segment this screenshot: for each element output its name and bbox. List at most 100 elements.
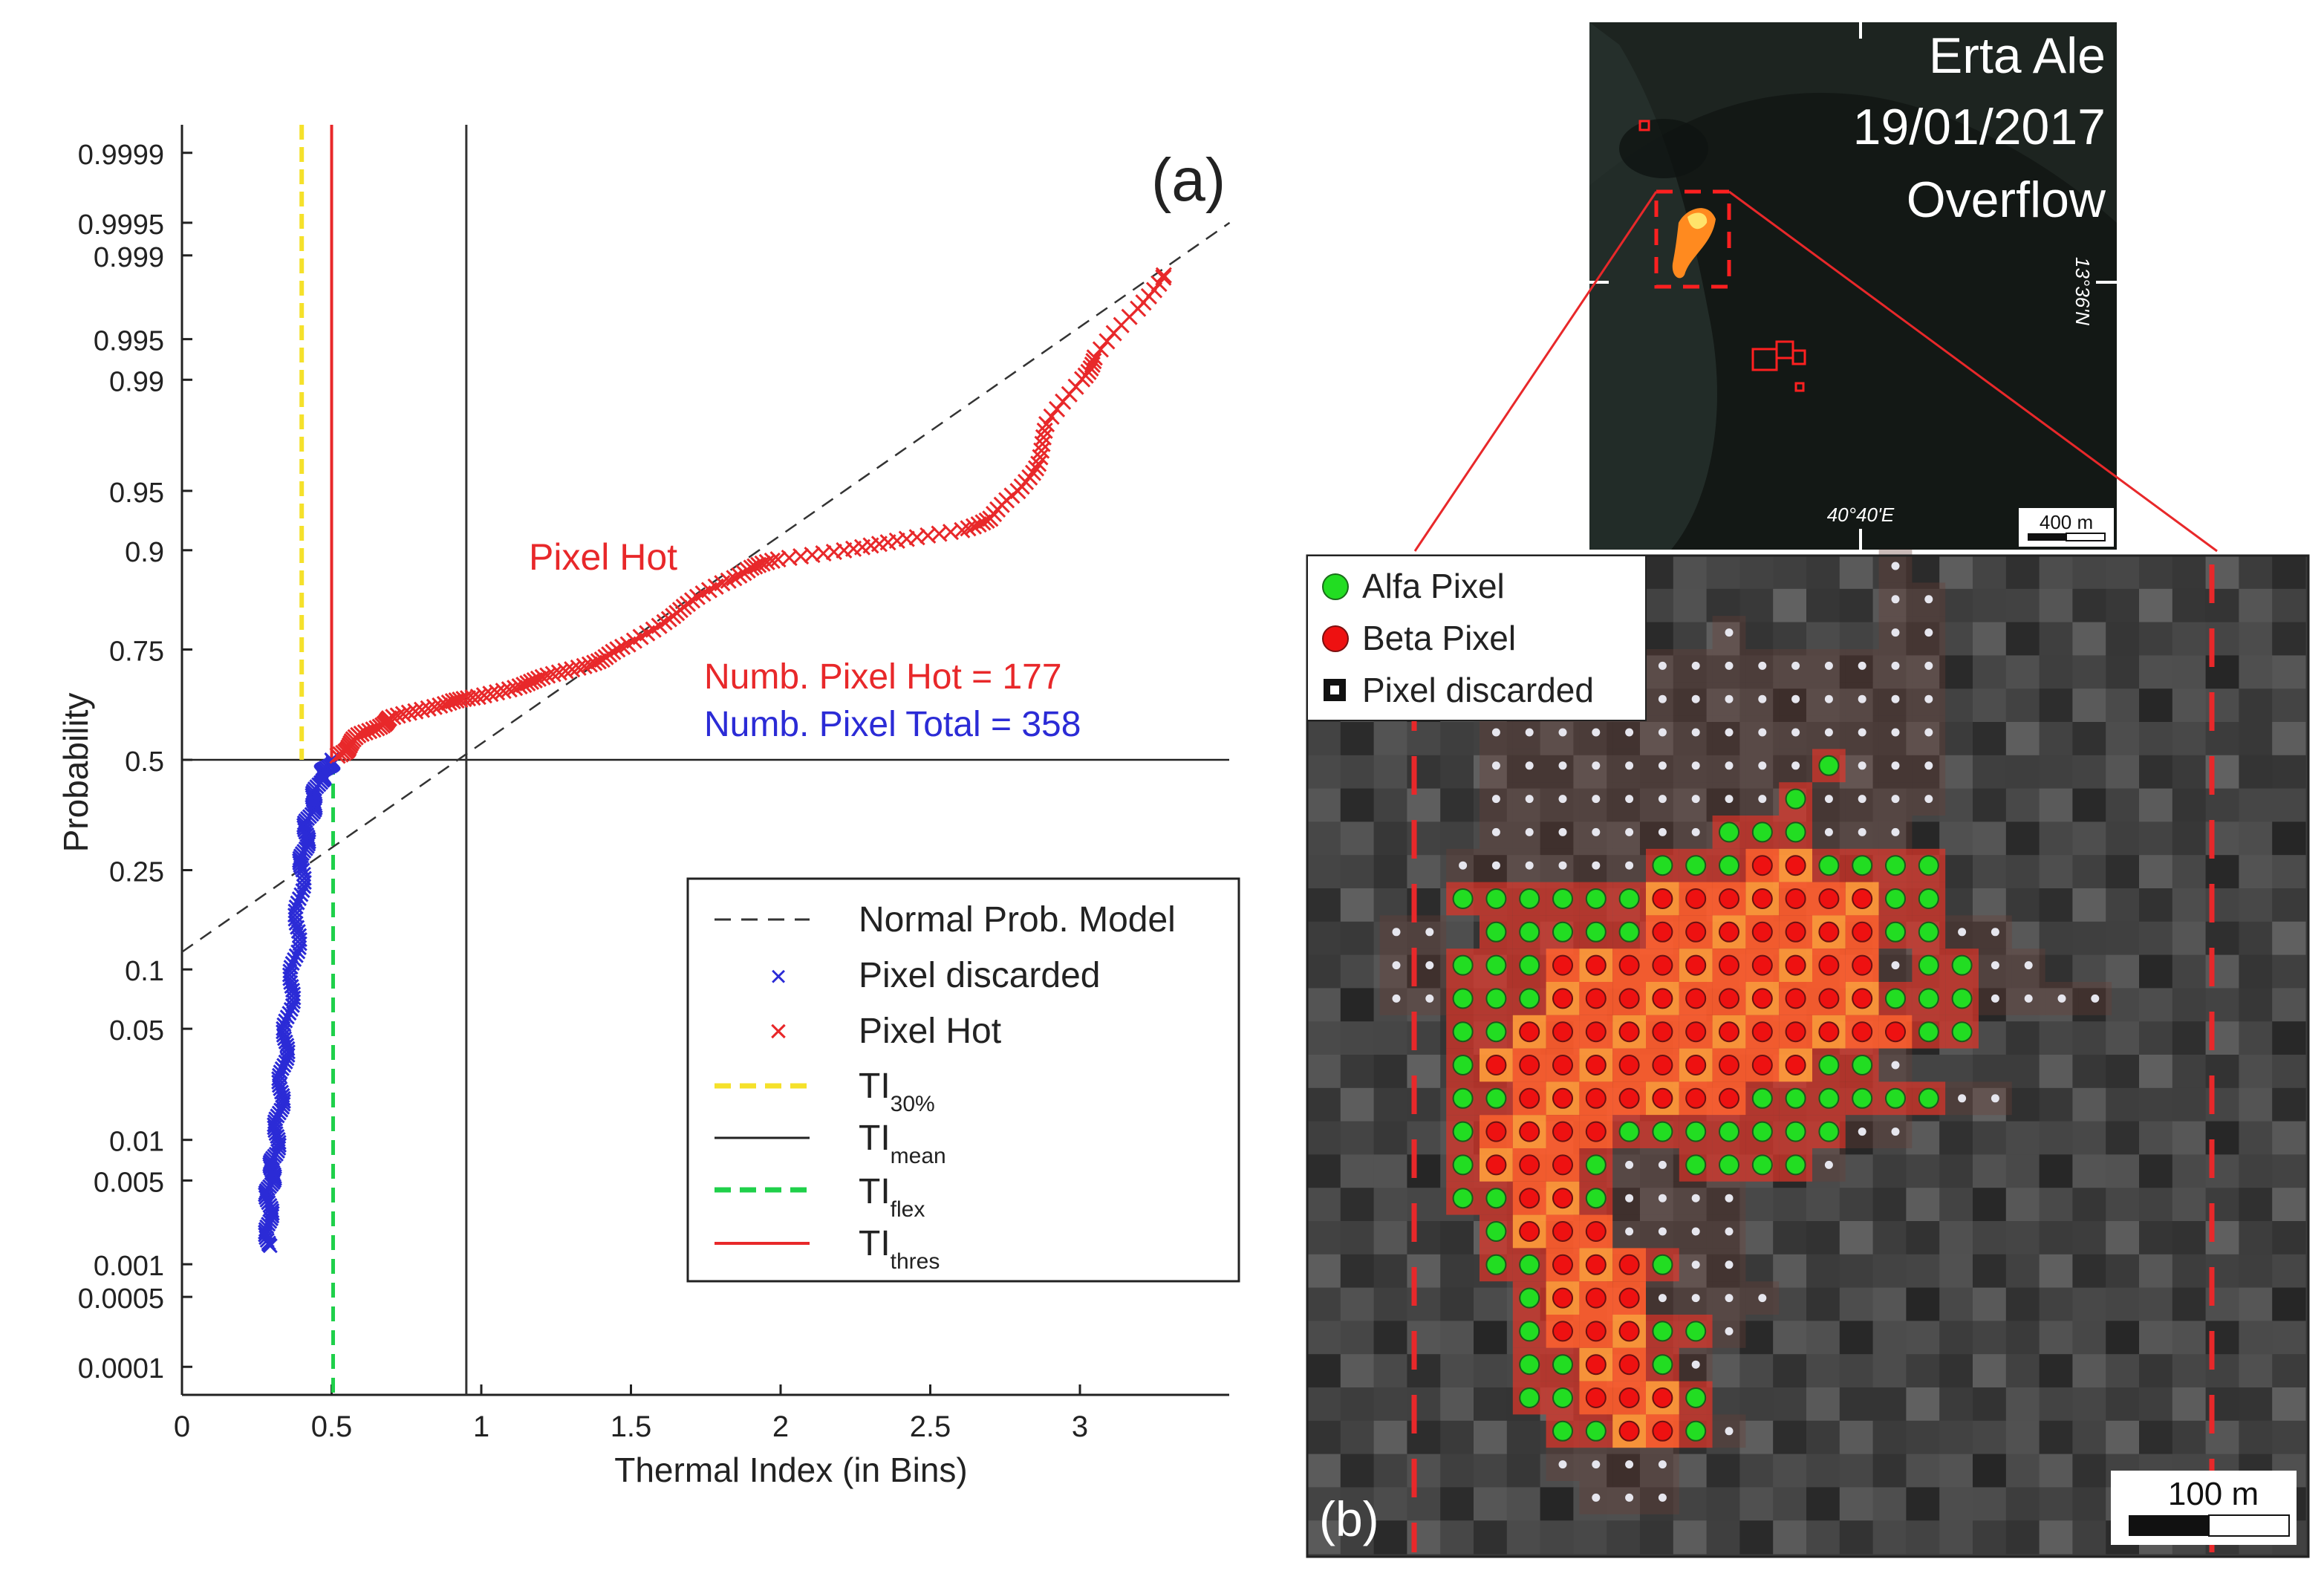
background-cell [1540,755,1574,790]
discarded-pixel [1658,827,1667,836]
discarded-pixel [1525,861,1534,870]
background-cell [1373,1420,1407,1455]
background-cell [2005,1221,2040,1255]
background-cell [1906,1354,1940,1388]
background-cell [1773,1221,1807,1255]
discarded-pixel [1592,728,1601,737]
alfa-pixel [1519,1254,1540,1275]
background-cell [1340,1087,1375,1122]
background-cell [1340,1254,1375,1289]
hot-point [898,530,915,547]
alfa-pixel [1751,1121,1773,1142]
background-cell [2072,556,2106,590]
background-cell [1773,556,1807,590]
hot-point [534,668,551,686]
background-cell [2072,1354,2106,1388]
background-cell [1906,1254,1940,1289]
legend-a: Normal Prob. Model × Pixel discarded × P… [686,877,1240,1283]
count-total-label: Numb. Pixel Total = 358 [704,705,1081,744]
background-cell [2239,855,2273,889]
hot-point [965,518,983,535]
background-cell [1373,1354,1407,1388]
background-cell [1806,622,1840,656]
background-cell [1373,1154,1407,1188]
background-cell [2239,1021,2273,1055]
inset-lava-core [1687,212,1708,230]
alfa-pixel [1452,1121,1474,1142]
background-cell [2106,556,2140,590]
beta-pixel [1719,1087,1739,1109]
discarded-point [284,997,300,1013]
background-cell [2272,588,2306,623]
panel-label-b: (b) [1319,1491,1379,1546]
background-cell [2005,1321,2040,1355]
background-cell [1407,855,1441,889]
background-cell [2106,1221,2140,1255]
discarded-pixel [1758,1294,1767,1303]
background-cell [2072,1254,2106,1289]
inset-title-line-2: 19/01/2017 [1853,99,2106,155]
discarded-pixel [1525,827,1534,836]
background-cell [1806,1321,1840,1355]
alfa-pixel [1918,888,1939,909]
discarded-pixel [1924,761,1933,770]
alfa-pixel [1818,855,1840,876]
background-cell [1673,588,1708,623]
background-cell [1506,788,1541,822]
background-cell [1474,722,1508,756]
background-cell [2072,689,2106,723]
background-cell [1307,954,1341,989]
background-cell [2072,855,2106,889]
discarded-pixel [1658,1227,1667,1236]
discarded-pixel [1525,795,1534,804]
alfa-pixel [1519,988,1540,1009]
background-cell [2272,755,2306,790]
alfa-pixel [1719,1121,1739,1142]
background-cell [1806,655,1840,689]
background-cell [1806,1354,1840,1388]
background-cell [1307,1487,1341,1521]
hot-point [764,552,781,570]
inset-lava-flow [1672,208,1716,279]
legend-label-discarded: Pixel discarded [859,956,1101,995]
background-cell [1373,954,1407,989]
background-cell [1773,588,1807,623]
background-cell [2106,1287,2140,1321]
background-cell [1773,1520,1807,1555]
background-cell [1939,1387,1973,1422]
y-tick-label: 0.9995 [78,209,164,241]
hot-point [720,572,737,589]
discarded-pixel [1924,595,1933,604]
background-cell [1640,1154,1674,1188]
background-cell [1373,888,1407,922]
background-cell [1939,689,1973,723]
beta-pixel [1652,1021,1673,1043]
background-cell [2005,1354,2040,1388]
background-cell [2139,1420,2173,1455]
background-cell [2139,1354,2173,1388]
beta-pixel [1585,1354,1607,1376]
discarded-points [258,752,341,1254]
background-cell [2072,921,2106,956]
background-cell [1340,722,1375,756]
background-cell [2239,1188,2273,1222]
background-cell [1474,1487,1508,1521]
alfa-pixel [1918,921,1939,943]
background-cell [1973,821,2007,856]
background-cell [2106,755,2140,790]
background-cell [2239,1387,2273,1422]
background-cell [2072,1454,2106,1488]
discarded-pixel [1625,1493,1634,1502]
background-cell [2106,1420,2140,1455]
background-cell [1939,588,1973,623]
background-cell [1872,1454,1907,1488]
alfa-pixel [1751,1154,1773,1176]
background-cell [1872,622,1907,656]
background-cell [1806,1387,1840,1422]
background-cell [2239,921,2273,956]
discarded-pixel [1824,694,1833,703]
discarded-pixel [1758,661,1767,670]
beta-pixel [1652,921,1673,943]
background-cell [1973,855,2007,889]
beta-pixel [1485,1055,1507,1075]
